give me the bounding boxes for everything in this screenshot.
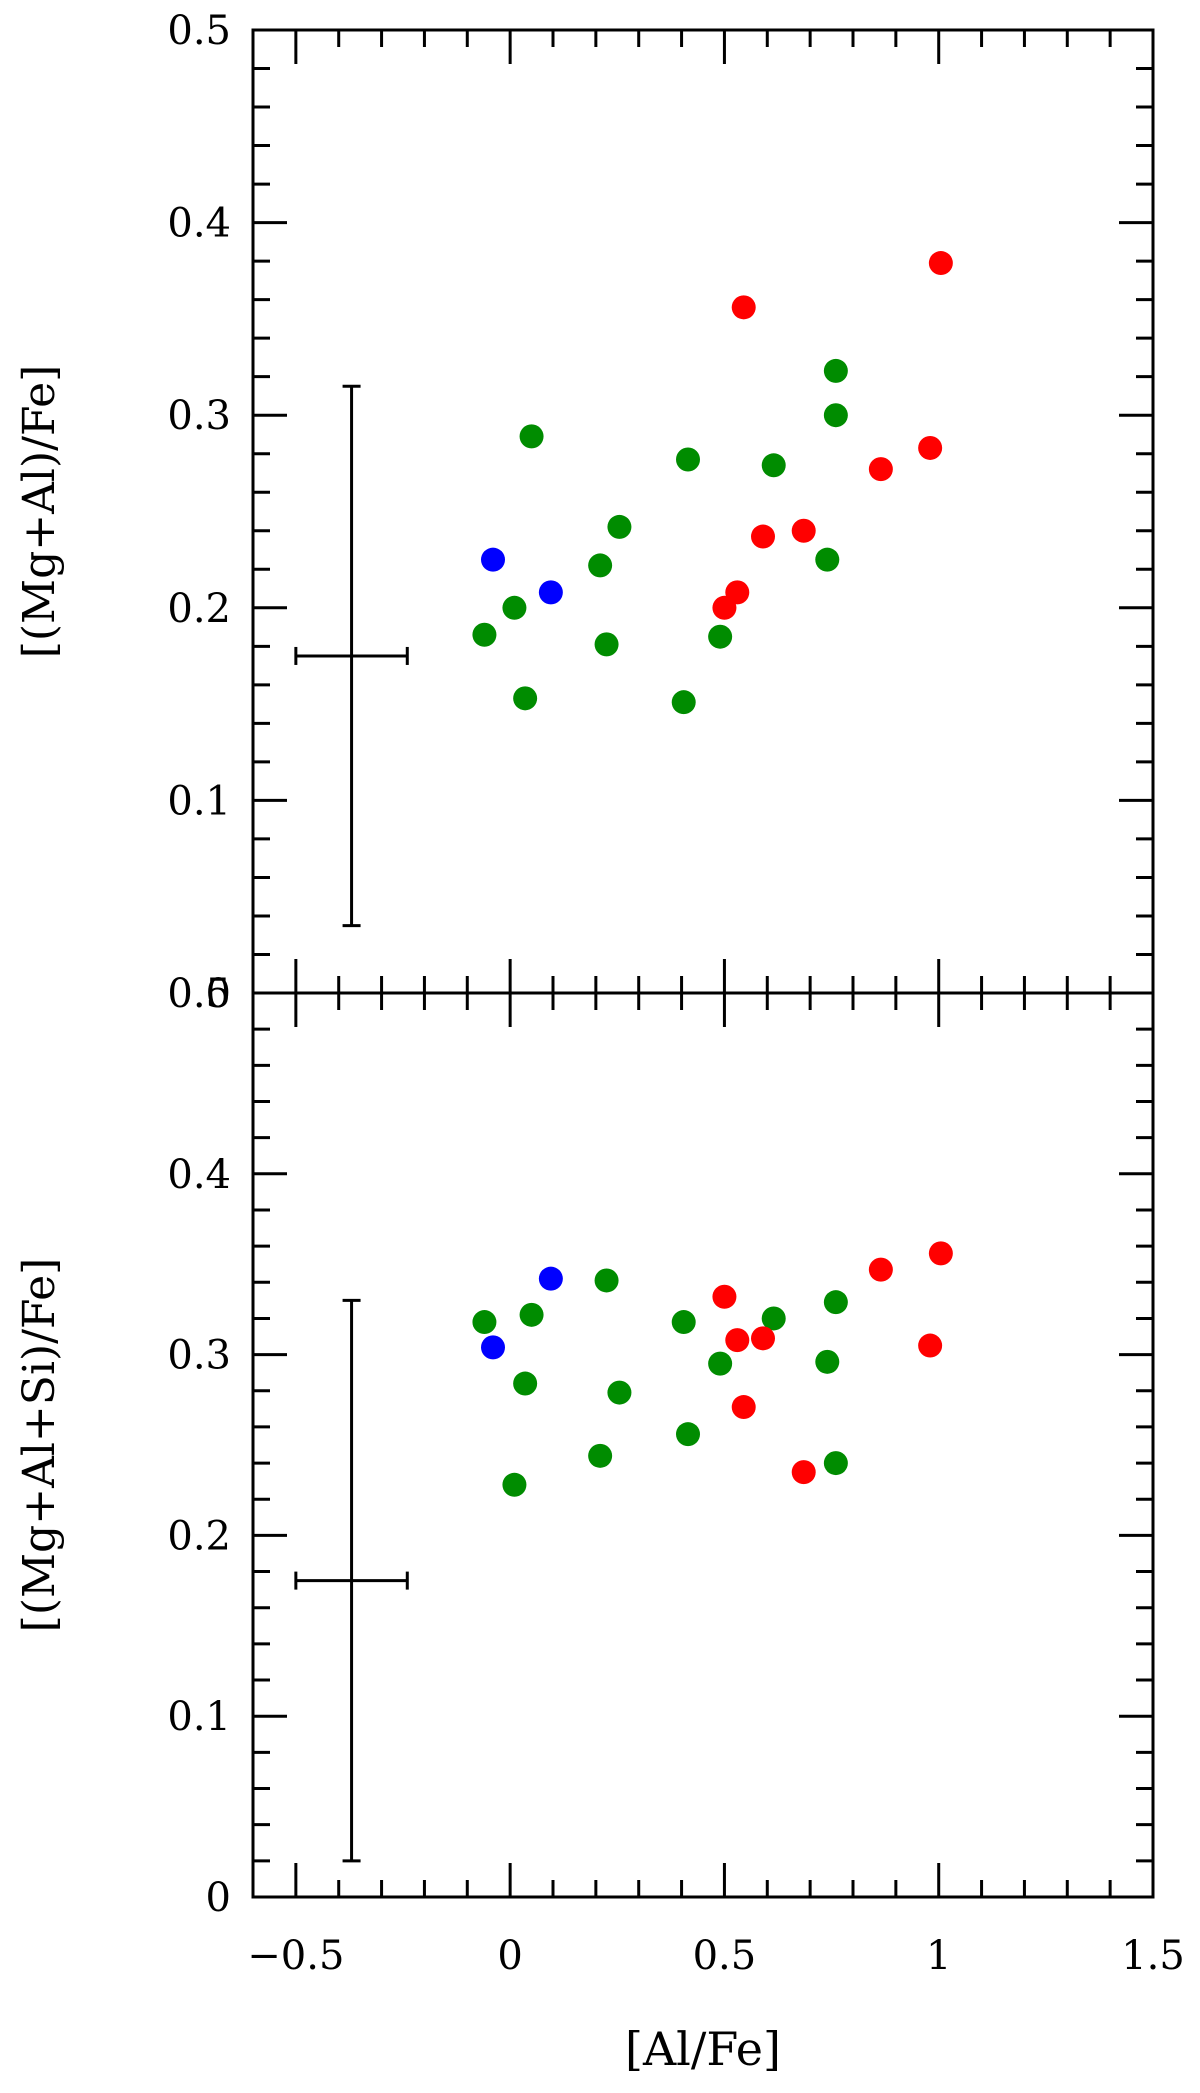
data-point [538,580,563,605]
data-point [676,447,700,472]
y-tick-label: 0.5 [167,971,231,1017]
data-point [671,1310,696,1335]
data-point [823,403,848,428]
data-point [588,1443,613,1468]
data-point [918,435,943,460]
data-point [928,1241,953,1266]
data-point [708,624,733,649]
x-tick-label: 1 [926,1933,951,1979]
y-tick-label: 0.4 [167,201,231,247]
data-point [712,1284,737,1309]
data-point [502,1472,527,1497]
data-point [761,1306,786,1331]
x-tick-label: 0 [497,1933,522,1979]
y-tick-label: 0.3 [167,393,231,439]
data-point [868,457,893,482]
data-point [676,1422,700,1447]
data-point [815,1349,840,1374]
data-point [607,514,632,539]
y-tick-label: 0.5 [167,8,231,54]
data-point [868,1257,893,1282]
data-point [607,1380,632,1405]
x-tick-label: 1.5 [1121,1933,1185,1979]
y-tick-label: 0.3 [167,1333,231,1379]
data-point [928,251,953,276]
x-tick-label: 0.5 [693,1933,757,1979]
data-point [502,595,527,620]
data-point [791,518,816,543]
data-point [823,1451,848,1476]
data-point [918,1333,943,1358]
y-axis-label: [(Mg+Al+Si)/Fe] [14,1258,65,1633]
plot-frame [251,28,1155,995]
data-point [725,580,750,605]
data-point [594,632,619,657]
data-point [519,1302,544,1327]
data-point [538,1266,563,1291]
data-point [708,1351,733,1376]
data-point [731,295,756,320]
data-point [519,424,544,449]
y-axis-label: [(Mg+Al)/Fe] [14,365,65,659]
data-point [751,1326,775,1351]
data-point [671,690,696,715]
data-point [751,524,775,549]
data-point [472,1310,497,1335]
y-tick-label: 0.4 [167,1152,231,1198]
x-axis-label: [Al/Fe] [625,2022,781,2076]
y-tick-label: 0.1 [167,1694,231,1740]
x-tick-label: −0.5 [247,1933,344,1979]
data-point [823,1290,848,1315]
data-point [472,622,497,647]
data-point [761,453,786,478]
data-point [513,1371,538,1396]
data-point [481,1335,505,1360]
y-tick-label: 0 [206,971,231,1017]
y-tick-label: 0.1 [167,778,231,824]
data-point [481,547,505,572]
data-point [594,1268,619,1293]
data-point [731,1395,756,1420]
y-tick-label: 0.2 [167,1513,231,1559]
data-point [823,358,848,383]
data-point [725,1328,750,1353]
data-point [588,553,613,578]
data-point [791,1460,816,1485]
y-tick-label: 0.2 [167,586,231,632]
data-point [513,686,538,711]
plot-frame [251,991,1155,1899]
y-tick-label: 0 [206,1875,231,1921]
data-point [815,547,840,572]
